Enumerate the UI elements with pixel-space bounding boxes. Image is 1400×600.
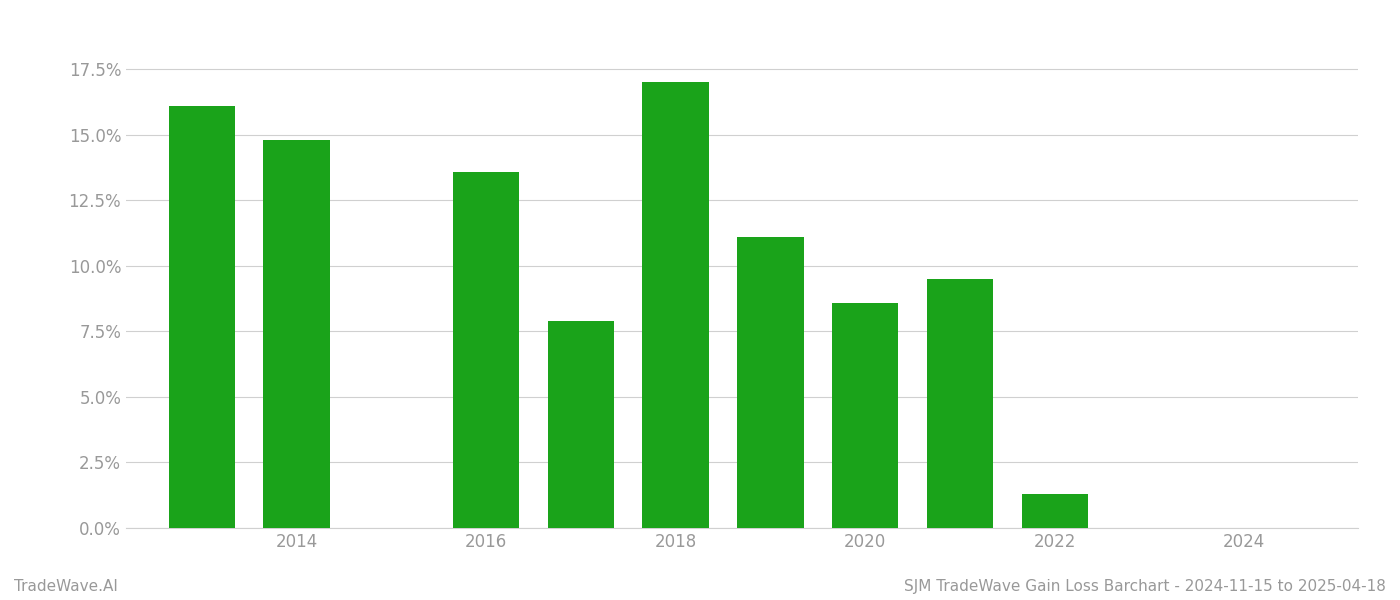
Bar <box>454 172 519 528</box>
Bar <box>168 106 235 528</box>
Bar <box>263 140 330 528</box>
Bar <box>832 302 899 528</box>
Bar <box>547 321 615 528</box>
Bar <box>1022 494 1088 528</box>
Bar <box>927 279 993 528</box>
Text: SJM TradeWave Gain Loss Barchart - 2024-11-15 to 2025-04-18: SJM TradeWave Gain Loss Barchart - 2024-… <box>904 579 1386 594</box>
Bar <box>738 237 804 528</box>
Bar <box>643 82 708 528</box>
Text: TradeWave.AI: TradeWave.AI <box>14 579 118 594</box>
